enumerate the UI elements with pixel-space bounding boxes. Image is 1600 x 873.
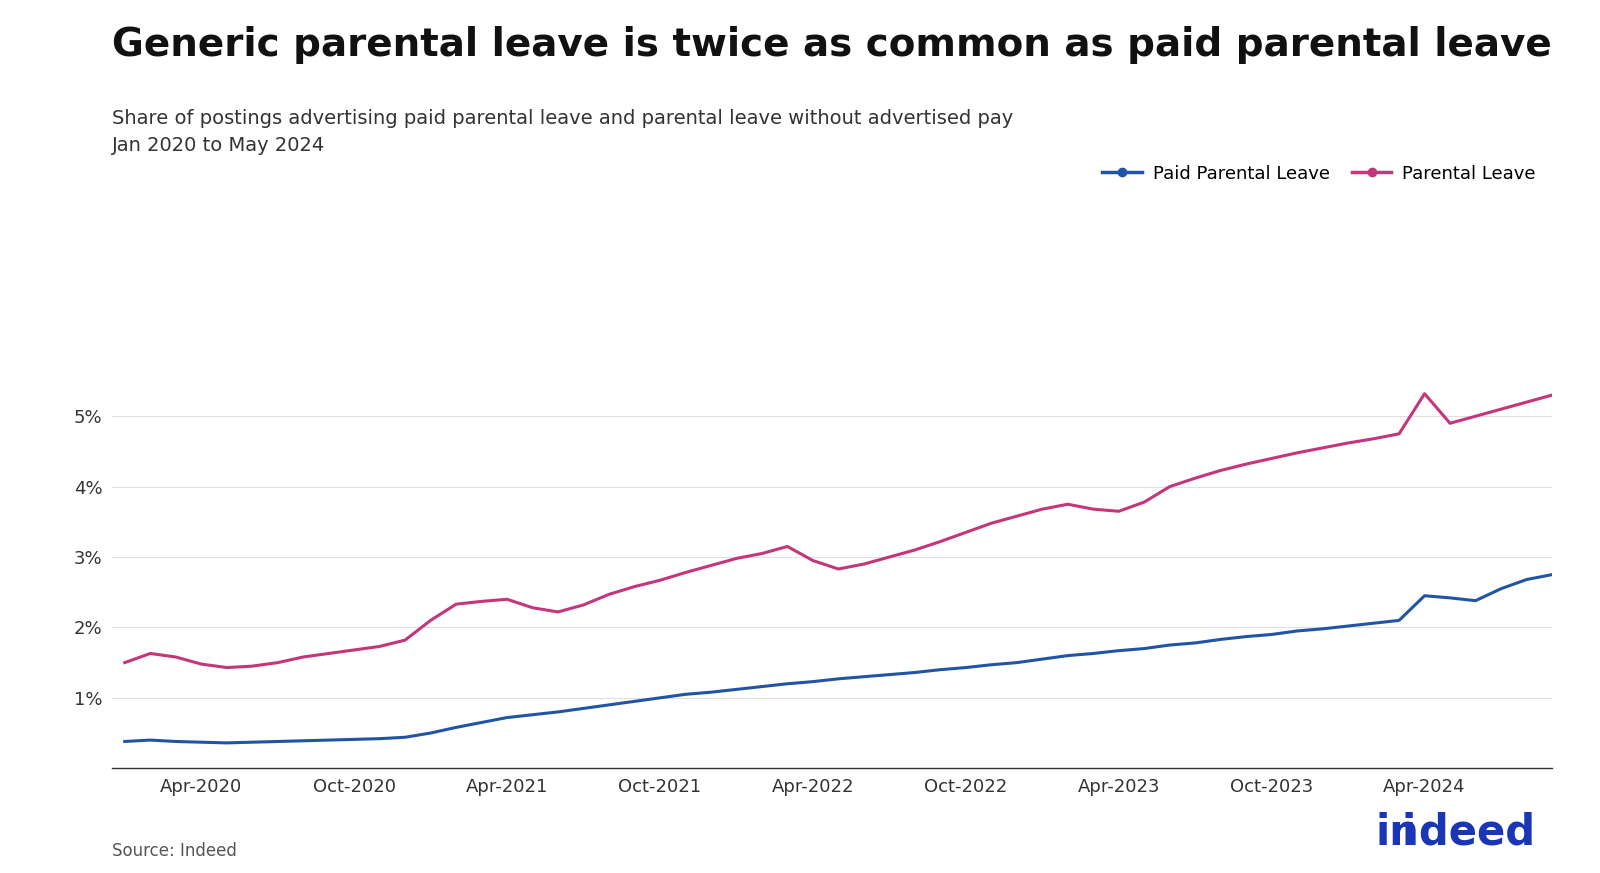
Text: Generic parental leave is twice as common as paid parental leave: Generic parental leave is twice as commo… bbox=[112, 26, 1552, 65]
Legend: Paid Parental Leave, Parental Leave: Paid Parental Leave, Parental Leave bbox=[1096, 157, 1542, 190]
Text: Share of postings advertising paid parental leave and parental leave without adv: Share of postings advertising paid paren… bbox=[112, 109, 1013, 155]
Text: Source: Indeed: Source: Indeed bbox=[112, 842, 237, 860]
Text: i: i bbox=[1402, 812, 1416, 854]
Text: indeed: indeed bbox=[1376, 812, 1536, 854]
